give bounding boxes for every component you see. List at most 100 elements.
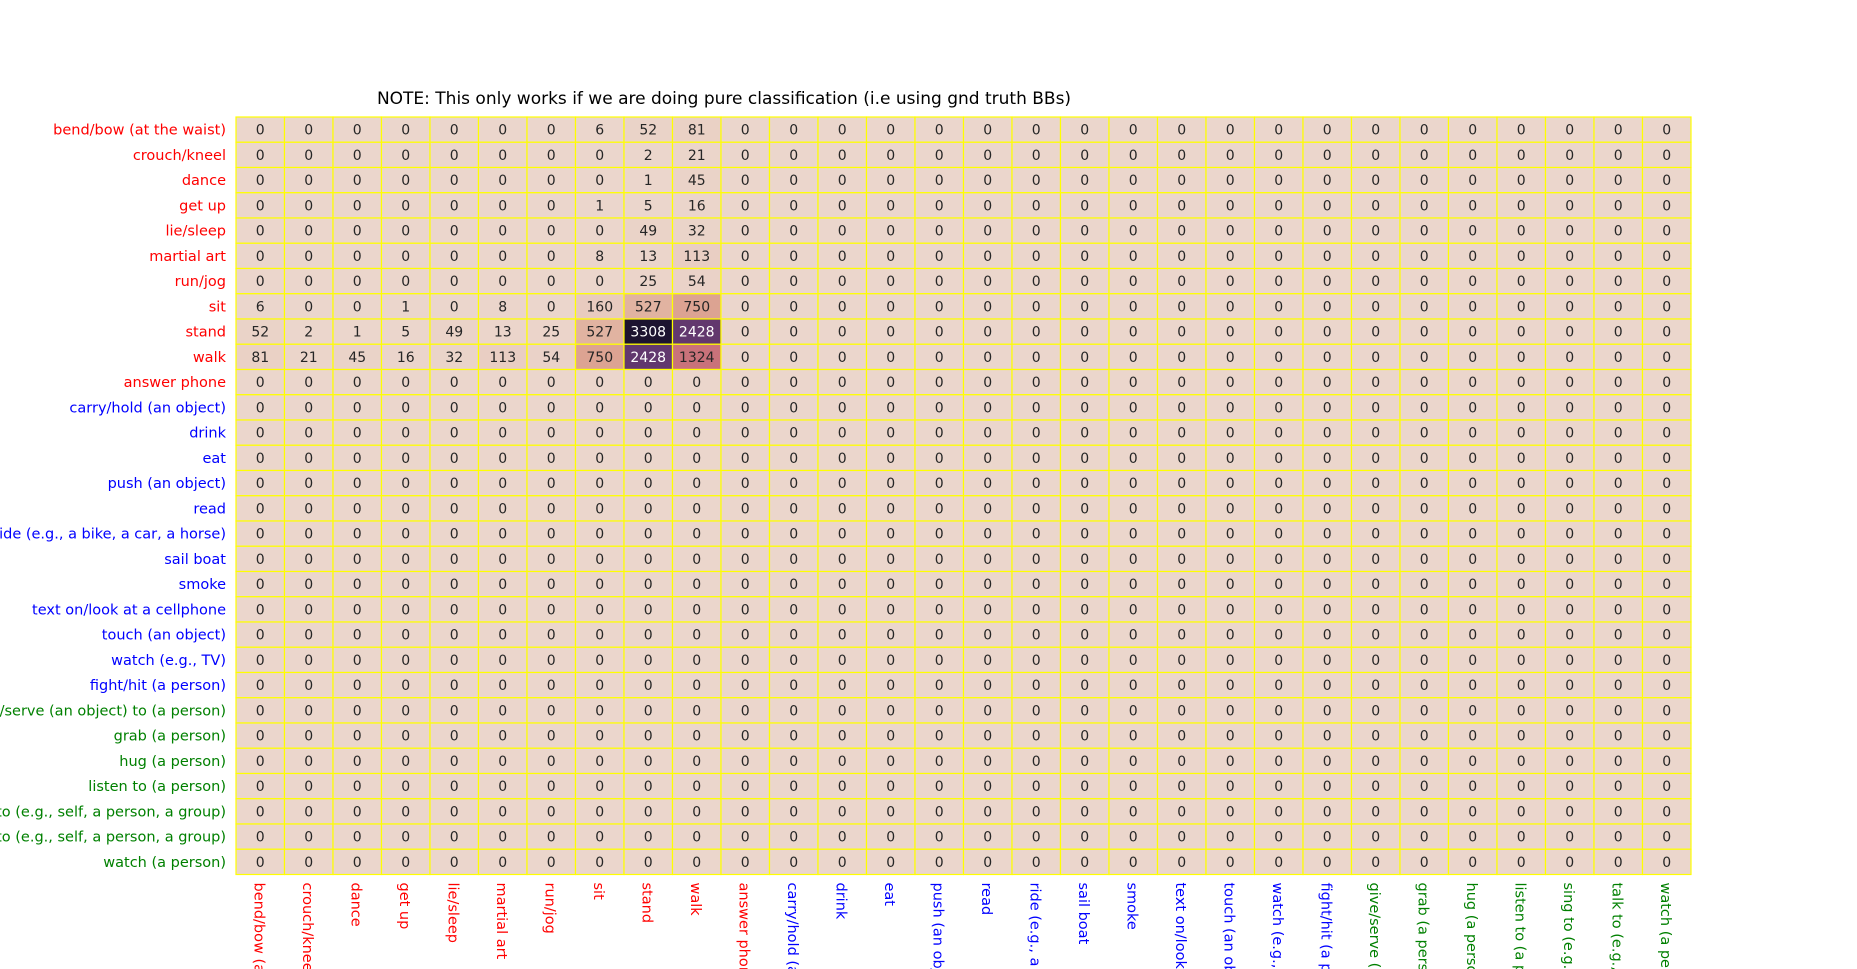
cell-value-label: 0 [1323, 274, 1332, 290]
heatmap-cell [768, 798, 819, 825]
cell-value-label: 0 [304, 198, 313, 214]
row-label: e/serve (an object) to (a person) [0, 703, 226, 719]
heatmap-cell [1593, 217, 1644, 244]
cell-value-label: 0 [1517, 350, 1526, 366]
column-label: watch (a pers [1657, 883, 1673, 969]
cell-value-label: 0 [935, 830, 944, 846]
heatmap-cell [768, 192, 819, 219]
cell-value-label: 0 [692, 653, 701, 669]
heatmap-cell [1108, 823, 1159, 850]
cell-value-label: 0 [1080, 198, 1089, 214]
heatmap-cell [1059, 469, 1110, 497]
cell-value-label: 0 [789, 148, 798, 164]
cell-value-label: 0 [1614, 299, 1623, 315]
cell-value-label: 0 [547, 754, 556, 770]
cell-value-label: 0 [595, 552, 604, 568]
cell-value-label: 0 [1323, 703, 1332, 719]
cell-value-label: 0 [1274, 325, 1283, 341]
cell-value-label: 0 [886, 274, 895, 290]
cell-value-label: 0 [886, 653, 895, 669]
heatmap-cell [380, 697, 431, 724]
heatmap-cell [429, 722, 480, 749]
cell-value-label: 0 [1323, 552, 1332, 568]
heatmap-cell [235, 192, 286, 219]
heatmap-cell [235, 267, 286, 295]
cell-value-label: 0 [1274, 123, 1283, 139]
cell-value-label: 0 [741, 703, 750, 719]
heatmap-cell [1399, 848, 1450, 876]
cell-value-label: 0 [256, 426, 265, 442]
cell-value-label: 0 [1274, 855, 1283, 871]
cell-value-label: 0 [304, 779, 313, 795]
cell-value-label: 0 [644, 577, 653, 593]
cell-value-label: 0 [789, 476, 798, 492]
heatmap-cell [1496, 520, 1547, 547]
heatmap-cell [1011, 722, 1062, 749]
cell-value-label: 0 [741, 729, 750, 745]
heatmap-cell [623, 217, 674, 244]
column-label: walk [687, 883, 703, 917]
cell-value-label: 0 [1080, 426, 1089, 442]
cell-value-label: 0 [886, 299, 895, 315]
heatmap-cell [283, 343, 334, 371]
cell-value-label: 0 [1032, 602, 1041, 618]
cell-value-label: 0 [1614, 173, 1623, 189]
cell-value-label: 0 [1274, 249, 1283, 265]
cell-value-label: 0 [1614, 350, 1623, 366]
heatmap-cell [429, 823, 480, 850]
row-label: walk [193, 350, 227, 366]
cell-value-label: 0 [1032, 527, 1041, 543]
cell-value-label: 0 [401, 678, 410, 694]
cell-value-label: 0 [304, 173, 313, 189]
cell-value-label: 0 [1177, 552, 1186, 568]
cell-value-label: 0 [498, 804, 507, 820]
cell-value-label: 0 [1517, 678, 1526, 694]
heatmap-cell [671, 596, 722, 623]
heatmap-cell [720, 469, 771, 497]
cell-value-label: 0 [1226, 501, 1235, 517]
cell-value-label: 0 [450, 830, 459, 846]
cell-value-label: 0 [1032, 400, 1041, 416]
cell-value-label: 0 [353, 198, 362, 214]
cell-value-label: 0 [1274, 224, 1283, 240]
cell-value-label: 0 [1565, 274, 1574, 290]
cell-value-label: 0 [1323, 653, 1332, 669]
heatmap-cell [235, 621, 286, 648]
column-label: sail boat [1075, 883, 1091, 945]
cell-value-label: 0 [983, 729, 992, 745]
heatmap-cell [429, 747, 480, 775]
heatmap-cell [1399, 722, 1450, 749]
column-label: martial art [493, 883, 509, 960]
cell-value-label: 0 [935, 678, 944, 694]
heatmap-cell [1205, 419, 1256, 446]
row-label: drink [189, 426, 226, 442]
heatmap-cell [1108, 217, 1159, 244]
cell-value-label: 0 [304, 552, 313, 568]
cell-value-label: 0 [1614, 830, 1623, 846]
heatmap-cell [865, 671, 916, 699]
heatmap-cell [671, 444, 722, 472]
cell-value-label: 0 [886, 400, 895, 416]
cell-value-label: 52 [639, 123, 657, 139]
heatmap-cell [720, 242, 771, 270]
heatmap-cell [914, 570, 965, 598]
cell-value-label: 0 [1080, 224, 1089, 240]
cell-value-label: 0 [1129, 602, 1138, 618]
cell-value-label: 0 [838, 299, 847, 315]
cell-value-label: 0 [547, 400, 556, 416]
heatmap-cell [671, 798, 722, 825]
cell-value-label: 0 [1177, 804, 1186, 820]
heatmap-cell [332, 520, 383, 547]
cell-value-label: 0 [644, 830, 653, 846]
heatmap-cell [962, 469, 1013, 497]
cell-value-label: 0 [838, 198, 847, 214]
heatmap-cell [1641, 444, 1692, 472]
heatmap-cell [283, 823, 334, 850]
cell-value-label: 0 [304, 804, 313, 820]
cell-value-label: 0 [741, 653, 750, 669]
cell-value-label: 0 [304, 830, 313, 846]
heatmap-cell [1641, 495, 1692, 522]
heatmap-cell [1447, 495, 1498, 522]
heatmap-cell [235, 747, 286, 775]
cell-value-label: 0 [1226, 400, 1235, 416]
